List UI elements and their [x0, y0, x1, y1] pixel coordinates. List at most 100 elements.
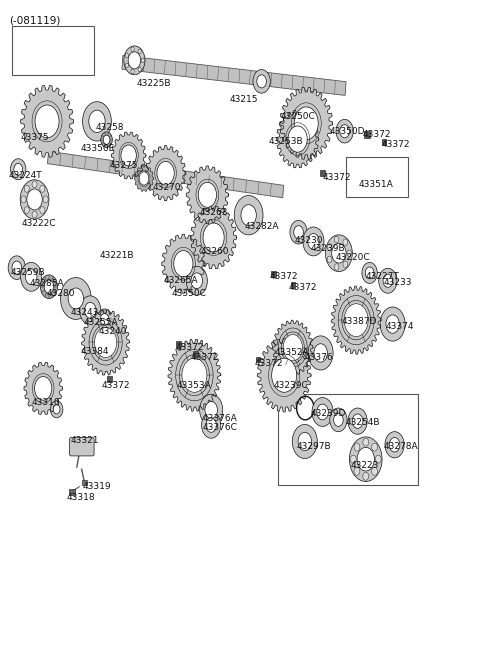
Circle shape	[334, 413, 343, 426]
Circle shape	[283, 335, 302, 361]
Circle shape	[334, 236, 339, 243]
Polygon shape	[276, 110, 319, 168]
Circle shape	[121, 145, 136, 166]
Circle shape	[202, 412, 221, 438]
Text: 43372: 43372	[191, 353, 219, 362]
Circle shape	[380, 307, 405, 341]
Polygon shape	[280, 87, 333, 159]
Circle shape	[375, 455, 381, 463]
Bar	[382, 138, 386, 144]
Circle shape	[383, 274, 393, 287]
Text: 43285A: 43285A	[30, 279, 64, 288]
Text: 43240: 43240	[98, 327, 127, 337]
Text: 43221B: 43221B	[100, 251, 134, 260]
Bar	[321, 170, 325, 176]
Bar	[82, 480, 87, 485]
Circle shape	[124, 46, 145, 75]
Text: 43260: 43260	[201, 247, 229, 256]
Polygon shape	[145, 146, 186, 201]
Text: 43353A: 43353A	[177, 381, 211, 390]
Circle shape	[44, 280, 54, 293]
Text: 43372: 43372	[382, 140, 410, 149]
Circle shape	[128, 52, 141, 69]
Circle shape	[362, 262, 377, 283]
Text: 43372: 43372	[363, 130, 391, 139]
Circle shape	[139, 172, 149, 185]
Circle shape	[12, 261, 22, 274]
Text: 43224T: 43224T	[9, 171, 42, 180]
Text: 43372: 43372	[289, 283, 317, 293]
Circle shape	[24, 185, 29, 192]
Circle shape	[89, 110, 105, 133]
Text: 43233: 43233	[384, 278, 412, 287]
Circle shape	[101, 132, 112, 148]
Circle shape	[314, 344, 327, 362]
Text: 43243: 43243	[71, 308, 99, 317]
Circle shape	[60, 277, 91, 319]
Circle shape	[95, 327, 117, 358]
Text: 43372: 43372	[254, 359, 283, 368]
Text: 43239C: 43239C	[274, 381, 308, 390]
Circle shape	[21, 262, 42, 291]
Text: 43376: 43376	[305, 353, 334, 362]
Polygon shape	[186, 166, 228, 224]
Text: 43350C: 43350C	[172, 289, 207, 298]
Text: 43239D: 43239D	[311, 409, 347, 418]
Polygon shape	[111, 132, 146, 179]
Circle shape	[330, 408, 347, 432]
Circle shape	[272, 358, 297, 392]
Circle shape	[174, 251, 193, 277]
Circle shape	[389, 438, 400, 452]
Circle shape	[157, 161, 174, 185]
Circle shape	[385, 432, 404, 458]
Circle shape	[325, 235, 352, 272]
Circle shape	[125, 53, 129, 58]
Circle shape	[308, 336, 333, 370]
Text: 43255A: 43255A	[84, 318, 119, 327]
Circle shape	[205, 401, 217, 419]
Text: 43384: 43384	[81, 347, 109, 356]
Circle shape	[97, 309, 112, 330]
Circle shape	[32, 211, 37, 218]
Text: 43230: 43230	[295, 236, 323, 245]
Text: 43225B: 43225B	[137, 79, 171, 88]
Polygon shape	[24, 362, 62, 415]
Circle shape	[43, 196, 48, 203]
Circle shape	[100, 314, 109, 325]
Circle shape	[191, 273, 203, 289]
Text: 43254B: 43254B	[346, 418, 380, 427]
Circle shape	[327, 256, 332, 262]
Circle shape	[354, 443, 360, 451]
Text: 43282A: 43282A	[245, 222, 279, 232]
Circle shape	[327, 244, 332, 251]
Text: 43376A: 43376A	[203, 414, 237, 423]
Circle shape	[203, 223, 224, 252]
Circle shape	[344, 304, 368, 337]
Circle shape	[343, 239, 348, 245]
FancyBboxPatch shape	[70, 438, 94, 456]
Circle shape	[32, 181, 37, 188]
Polygon shape	[21, 85, 73, 157]
Bar	[69, 489, 75, 495]
Circle shape	[372, 467, 377, 475]
Circle shape	[349, 437, 382, 482]
Polygon shape	[122, 56, 346, 95]
Circle shape	[257, 75, 266, 88]
Text: 43250C: 43250C	[281, 112, 315, 121]
Circle shape	[182, 358, 207, 392]
Circle shape	[294, 107, 318, 140]
Text: 43275: 43275	[109, 161, 138, 170]
Text: 43374: 43374	[386, 321, 414, 331]
Circle shape	[200, 394, 223, 426]
Text: 43215: 43215	[229, 95, 258, 104]
Circle shape	[288, 126, 307, 152]
Polygon shape	[48, 152, 284, 197]
Polygon shape	[273, 320, 313, 375]
Circle shape	[336, 119, 353, 143]
Circle shape	[290, 220, 307, 244]
Text: 43222C: 43222C	[22, 218, 56, 228]
Circle shape	[131, 70, 134, 73]
Circle shape	[332, 243, 346, 263]
Circle shape	[138, 67, 141, 72]
Bar	[256, 357, 261, 362]
